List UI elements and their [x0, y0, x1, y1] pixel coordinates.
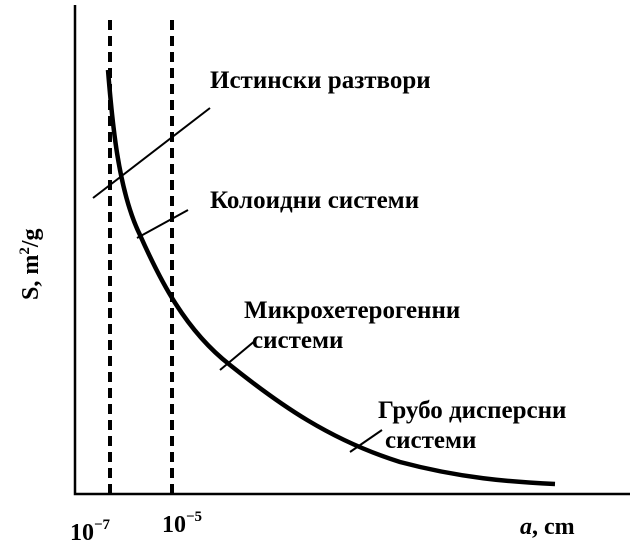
tick-exponent: −5	[186, 509, 202, 525]
tick-exponent: −7	[94, 517, 111, 533]
tick-base: 10	[70, 520, 94, 545]
x-tick-label: 10−5	[162, 509, 202, 538]
pointer-line	[219, 339, 257, 371]
pointer-line	[92, 107, 211, 199]
pointer-line	[349, 429, 383, 453]
x-axis-label: a, cm	[520, 514, 575, 540]
label: системи	[385, 427, 476, 454]
x-axis-unit: , cm	[532, 514, 575, 540]
pointer-line	[136, 209, 189, 239]
label: Микрохетерогенни	[244, 297, 460, 324]
y-axis-label: S, m2/g	[17, 228, 44, 300]
axes	[73, 5, 630, 496]
y-axis-sup: 2	[17, 247, 33, 255]
curve	[105, 69, 556, 487]
x-axis-var: a	[520, 514, 532, 540]
tick-base: 10	[162, 512, 186, 538]
y-axis-text: /g	[18, 228, 44, 248]
label: системи	[252, 327, 343, 354]
label: Грубо дисперсни	[378, 397, 566, 424]
label: Колоидни системи	[210, 187, 419, 214]
y-axis-text: S, m	[18, 255, 44, 300]
axis-lines	[73, 5, 630, 496]
x-tick-label: 10−7	[70, 517, 111, 545]
label: Истински разтвори	[210, 67, 431, 94]
